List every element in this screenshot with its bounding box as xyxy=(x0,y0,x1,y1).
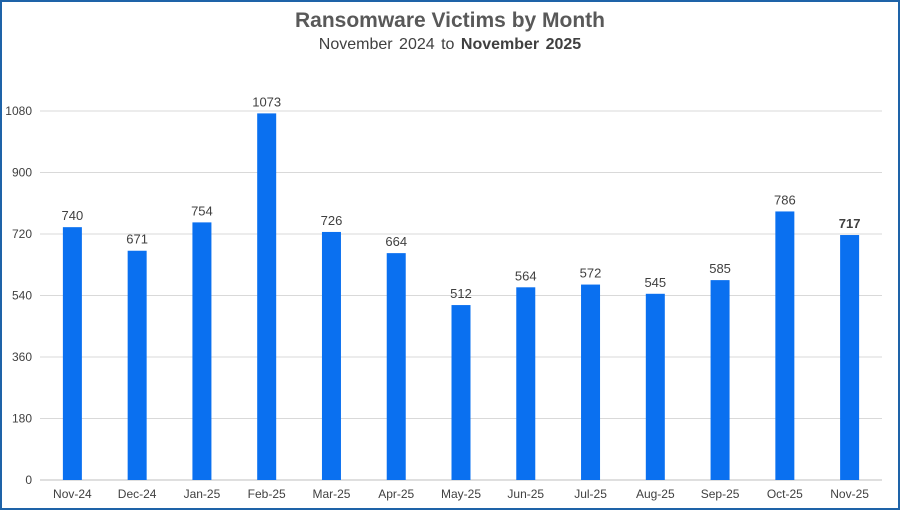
x-tick-label: Jun-25 xyxy=(507,487,544,501)
y-tick-label: 360 xyxy=(12,350,32,364)
chart-subtitle: November 2024 to November 2025 xyxy=(0,36,900,54)
y-tick-label: 1080 xyxy=(5,104,32,118)
data-label: 671 xyxy=(126,232,148,247)
y-tick-label: 0 xyxy=(25,473,32,487)
x-tick-label: May-25 xyxy=(441,487,481,501)
data-label: 664 xyxy=(385,234,407,249)
data-label: 740 xyxy=(62,208,84,223)
y-tick-label: 540 xyxy=(12,289,32,303)
y-tick-label: 180 xyxy=(12,412,32,426)
chart-subtitle-bold: November 2025 xyxy=(460,36,582,53)
x-tick-label: Aug-25 xyxy=(636,487,675,501)
x-tick-label: Jan-25 xyxy=(184,487,221,501)
bar xyxy=(192,222,212,480)
x-tick-label: Nov-25 xyxy=(830,487,869,501)
data-label: 564 xyxy=(515,268,537,283)
bar xyxy=(257,113,277,481)
x-tick-label: Oct-25 xyxy=(767,487,803,501)
chart-title: Ransomware Victims by Month xyxy=(294,9,606,32)
bar xyxy=(516,287,536,480)
data-label: 545 xyxy=(644,275,666,290)
bar xyxy=(645,293,665,480)
data-label: 786 xyxy=(774,192,796,207)
bar xyxy=(710,280,730,480)
x-tick-label: Dec-24 xyxy=(118,487,157,501)
y-tick-label: 720 xyxy=(12,227,32,241)
data-label: 754 xyxy=(191,203,213,218)
x-tick-label: Mar-25 xyxy=(312,487,350,501)
bar xyxy=(775,211,795,480)
x-tick-label: Nov-24 xyxy=(53,487,92,501)
data-label: 512 xyxy=(450,286,472,301)
bar xyxy=(321,231,341,480)
chart-subtitle-prefix: November 2024 to xyxy=(318,36,455,53)
data-label: 1073 xyxy=(252,94,281,109)
x-tick-label: Jul-25 xyxy=(574,487,607,501)
bar xyxy=(581,284,601,480)
bar xyxy=(62,227,82,480)
x-tick-label: Sep-25 xyxy=(701,487,740,501)
bar xyxy=(451,305,471,480)
bar xyxy=(840,235,860,480)
bar xyxy=(127,250,147,480)
data-label: 585 xyxy=(709,261,731,276)
data-label: 572 xyxy=(580,266,602,281)
x-tick-label: Feb-25 xyxy=(248,487,286,501)
bar xyxy=(386,253,406,480)
x-tick-label: Apr-25 xyxy=(378,487,414,501)
data-label: 726 xyxy=(321,213,343,228)
data-label: 717 xyxy=(839,216,861,231)
y-tick-label: 900 xyxy=(12,166,32,180)
